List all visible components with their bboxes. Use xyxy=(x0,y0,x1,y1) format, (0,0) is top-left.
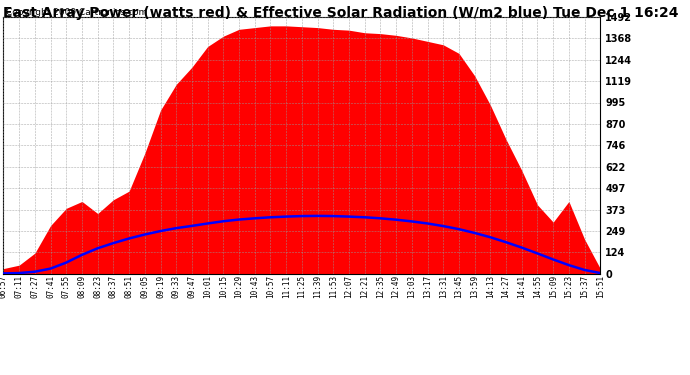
Text: Copyright 2009 Cartronics.com: Copyright 2009 Cartronics.com xyxy=(6,8,148,17)
Text: East Array Power (watts red) & Effective Solar Radiation (W/m2 blue) Tue Dec 1 1: East Array Power (watts red) & Effective… xyxy=(3,6,679,20)
